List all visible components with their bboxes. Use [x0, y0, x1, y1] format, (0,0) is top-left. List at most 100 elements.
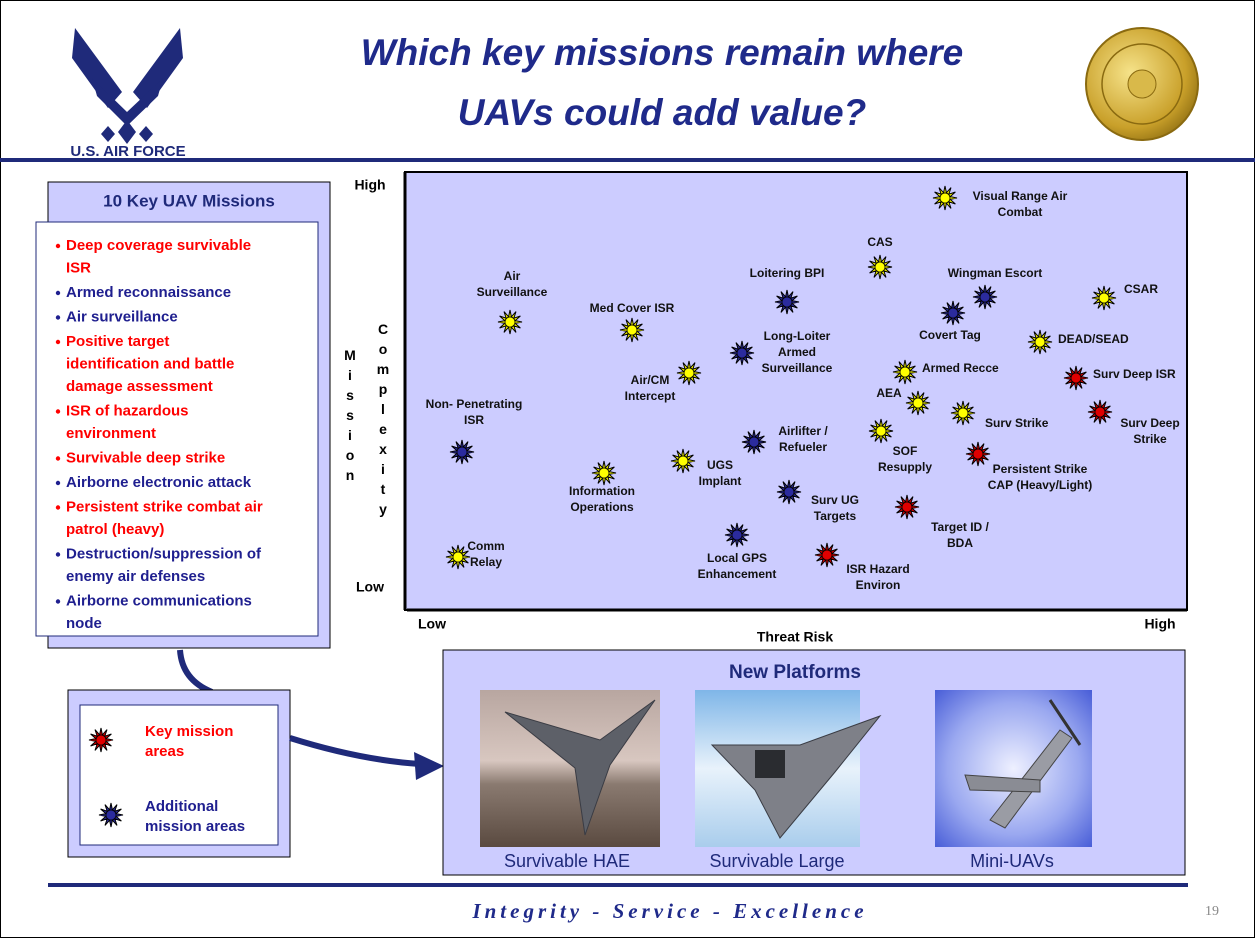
platform-image [935, 690, 1092, 847]
node-label: Implant [699, 474, 742, 488]
platform-caption: Survivable Large [709, 851, 844, 871]
node-label: Environ [856, 578, 901, 592]
mission-node: UGS Implant [670, 448, 742, 488]
title-line: Which key missions remain where [361, 32, 964, 73]
mission-node: Long-Loiter Armed Surveillance [729, 329, 833, 375]
legend-label: mission areas [145, 818, 245, 835]
node-label: Armed Recce [922, 361, 999, 375]
page-number: 19 [1205, 904, 1219, 919]
node-label: DEAD/SEAD [1058, 332, 1129, 346]
node-label: Information [569, 484, 635, 498]
mission-text: Armed reconnaissance [66, 284, 231, 301]
node-label: Surveillance [477, 285, 548, 299]
mission-text: Destruction/suppression of [66, 545, 262, 562]
node-label: Strike [1133, 432, 1167, 446]
bullet [55, 243, 61, 249]
bullet [55, 480, 61, 486]
mission-node: CSAR [1091, 282, 1158, 311]
star-core [874, 261, 886, 273]
star-core [626, 324, 638, 336]
mission-text: identification and battle [66, 355, 234, 372]
node-label: Non- Penetrating [426, 397, 523, 411]
bullet [55, 552, 61, 557]
mission-node: Surv Strike [950, 400, 1049, 430]
platform-caption: Mini-UAVs [970, 851, 1054, 871]
node-label: Target ID / [931, 520, 989, 534]
platforms-title: New Platforms [729, 662, 861, 683]
mission-node: Air Surveillance [477, 269, 548, 335]
bullet [55, 505, 61, 510]
node-label: Persistent Strike [993, 462, 1088, 476]
platform-image [695, 690, 882, 847]
legend-label: Key mission [145, 723, 233, 740]
node-label: Armed [778, 345, 816, 359]
node-label: Surveillance [762, 361, 833, 375]
star-core [736, 347, 748, 359]
bullet [55, 599, 61, 604]
bullet [55, 409, 61, 414]
node-label: Loitering BPI [750, 266, 825, 280]
node-label: Surv Strike [985, 416, 1049, 430]
mission-node: Wingman Escort [948, 266, 1043, 310]
node-label: Air [504, 269, 521, 283]
mission-text: patrol (heavy) [66, 521, 164, 538]
bullet [55, 290, 61, 296]
node-label: Relay [470, 555, 502, 569]
star-core [1098, 292, 1110, 304]
mission-node: ISR Hazard Environ [814, 542, 910, 592]
node-label: UGS [707, 458, 733, 472]
node-label: Long-Loiter [764, 329, 831, 343]
node-label: SOF [893, 444, 918, 458]
title-line: UAVs could add value? [458, 92, 866, 133]
mission-text: node [66, 615, 102, 632]
mission-text: Survivable deep strike [66, 449, 225, 466]
star-core [783, 486, 795, 498]
node-label: Air/CM [631, 373, 670, 387]
mission-text: ISR of hazardous [66, 402, 189, 419]
x-axis-title: Threat Risk [757, 629, 833, 645]
missions-title: 10 Key UAV Missions [103, 191, 275, 210]
node-label: CAS [867, 235, 892, 249]
missions-list-box [35, 221, 319, 637]
mission-text: Air surveillance [66, 308, 178, 325]
star-core [899, 366, 911, 378]
mission-node: DEAD/SEAD [1027, 329, 1129, 355]
star-core [748, 436, 760, 448]
mission-text: enemy air defenses [66, 568, 205, 585]
node-label: Resupply [878, 460, 932, 474]
mission-node: Airlifter / Refueler [741, 424, 828, 454]
mission-node: AEA [876, 386, 931, 416]
node-label: Wingman Escort [948, 266, 1043, 280]
mission-node: Surv Deep Strike [1087, 399, 1180, 446]
mission-text: environment [66, 425, 156, 442]
mission-node: Loitering BPI [750, 266, 825, 315]
node-label: Airlifter / [778, 424, 828, 438]
mission-node: Comm Relay [445, 539, 505, 569]
mission-node: Persistent Strike CAP (Heavy/Light) [965, 441, 1092, 492]
node-label: Med Cover ISR [590, 301, 675, 315]
star-core [1094, 406, 1106, 418]
node-label: Surv Deep [1120, 416, 1179, 430]
mission-node: Local GPS Enhancement [698, 522, 776, 581]
mission-text: Airborne electronic attack [66, 474, 252, 491]
star-core [1034, 336, 1046, 348]
star-core [504, 316, 516, 328]
node-label: BDA [947, 536, 973, 550]
star-core [1070, 372, 1082, 384]
node-label: Local GPS [707, 551, 767, 565]
logo-text: U.S. AIR FORCE [70, 143, 185, 160]
connector [177, 649, 214, 695]
node-label: AEA [876, 386, 902, 400]
mission-node: Surv Deep ISR [1063, 365, 1176, 391]
node-label: ISR [464, 413, 484, 427]
star-core [677, 455, 689, 467]
footer-rule [48, 883, 1188, 887]
mission-text: Positive target [66, 333, 169, 350]
mission-node: Air/CM Intercept [625, 360, 702, 403]
node-label: Combat [998, 205, 1043, 219]
star-core [947, 307, 959, 319]
star-core [821, 549, 833, 561]
y-high: High [354, 177, 385, 193]
header-rule [0, 158, 1255, 162]
